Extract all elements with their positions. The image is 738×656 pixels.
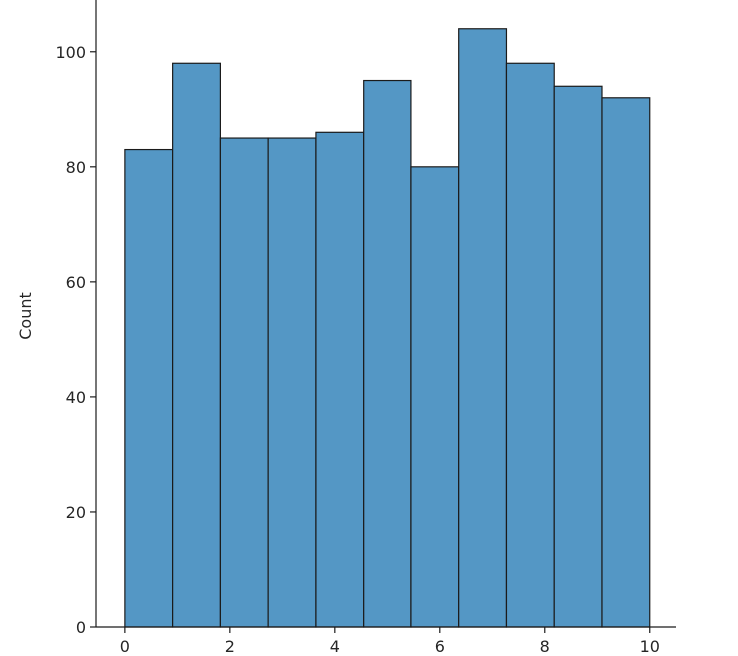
y-tick-label: 0: [76, 618, 86, 637]
histogram-bar: [363, 79, 412, 628]
y-tick-label: 80: [66, 158, 86, 177]
x-tick-label: 10: [640, 637, 660, 656]
histogram-bar: [505, 62, 555, 628]
x-tick-label: 4: [330, 637, 340, 656]
histogram-bar: [267, 137, 317, 628]
histogram-bar: [124, 148, 174, 628]
y-tick-label: 100: [55, 43, 86, 62]
y-axis-label: Count: [16, 292, 35, 340]
x-tick-label: 6: [435, 637, 445, 656]
histogram-bar: [172, 62, 221, 628]
y-tick-label: 40: [66, 388, 86, 407]
x-tick-label: 0: [120, 637, 130, 656]
x-tick-label: 2: [225, 637, 235, 656]
bars-group: [124, 28, 651, 628]
histogram-bar: [601, 97, 651, 628]
y-tick-label: 20: [66, 503, 86, 522]
histogram-bar: [219, 137, 269, 628]
y-ticks-group: 0 20 40 60 80 100: [55, 43, 96, 637]
histogram-bar: [458, 28, 508, 628]
histogram-bar: [553, 85, 603, 628]
histogram-bar: [410, 166, 460, 628]
x-ticks-group: 0 2 4 6 8 10: [120, 627, 660, 656]
x-tick-label: 8: [540, 637, 550, 656]
histogram-bar: [315, 131, 365, 628]
y-tick-label: 60: [66, 273, 86, 292]
